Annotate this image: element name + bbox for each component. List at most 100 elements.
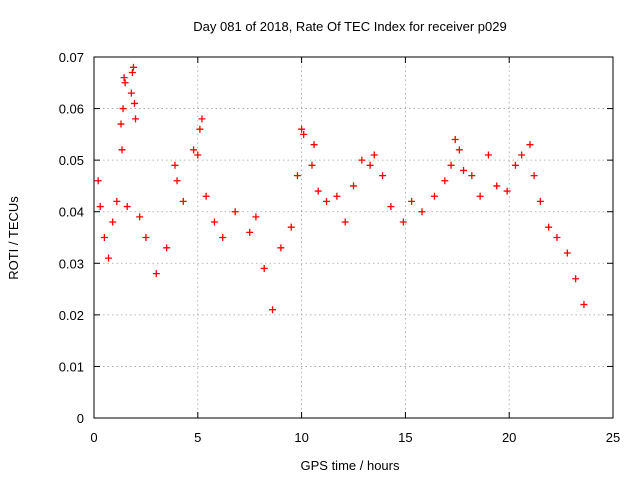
data-point	[120, 74, 128, 82]
data-point	[179, 197, 187, 205]
data-point	[105, 254, 113, 262]
data-point	[530, 172, 538, 180]
y-tick-label: 0	[77, 411, 84, 426]
data-point	[323, 197, 331, 205]
data-point	[202, 192, 210, 200]
data-point	[387, 203, 395, 211]
data-point	[526, 141, 534, 149]
data-point	[518, 151, 526, 159]
data-point	[198, 115, 206, 123]
y-tick-label: 0.03	[59, 256, 84, 271]
data-point	[127, 89, 135, 97]
data-point	[358, 156, 366, 164]
y-tick-label: 0.01	[59, 359, 84, 374]
data-point	[194, 151, 202, 159]
data-point	[196, 125, 204, 133]
y-axis-label: ROTI / TECUs	[6, 196, 21, 280]
data-point	[511, 161, 519, 169]
data-point	[366, 161, 374, 169]
data-point	[152, 270, 160, 278]
chart-title: Day 081 of 2018, Rate Of TEC Index for r…	[193, 19, 506, 34]
data-point	[142, 234, 150, 241]
data-point	[476, 192, 484, 200]
data-point	[418, 208, 426, 216]
data-point	[293, 172, 301, 180]
data-point	[314, 187, 322, 195]
data-point	[117, 120, 125, 128]
data-point	[553, 234, 561, 241]
data-point	[399, 218, 407, 226]
data-points	[94, 63, 588, 314]
data-point	[210, 218, 218, 226]
data-point	[94, 177, 102, 185]
data-point	[118, 146, 126, 154]
data-point	[269, 306, 277, 314]
data-point	[96, 203, 104, 211]
x-tick-label: 15	[398, 430, 412, 445]
data-point	[128, 68, 136, 76]
data-point	[136, 213, 144, 221]
data-point	[163, 244, 171, 252]
data-point	[132, 115, 140, 123]
data-point	[572, 275, 580, 283]
grid-lines	[94, 57, 613, 418]
y-tick-label: 0.07	[59, 50, 84, 65]
data-point	[100, 234, 108, 241]
data-point	[113, 197, 121, 205]
data-point	[121, 79, 129, 87]
data-point	[129, 63, 137, 71]
data-point	[379, 172, 387, 180]
x-tick-label: 5	[194, 430, 201, 445]
data-point	[300, 130, 308, 138]
data-point	[298, 125, 306, 133]
data-point	[460, 166, 468, 174]
y-tick-label: 0.06	[59, 102, 84, 117]
data-point	[455, 146, 463, 154]
y-tick-label: 0.02	[59, 308, 84, 323]
data-point	[350, 182, 357, 190]
y-tick-label: 0.05	[59, 153, 84, 168]
data-point	[408, 197, 416, 205]
data-point	[580, 301, 588, 309]
y-tick-labels: 0 0.01 0.02 0.03 0.04 0.05 0.06 0.07	[59, 50, 84, 426]
data-point	[287, 223, 295, 231]
x-tick-label: 0	[90, 430, 97, 445]
data-point	[173, 177, 181, 185]
data-point	[130, 99, 138, 107]
data-point	[563, 249, 571, 257]
data-point	[119, 105, 127, 113]
data-point	[447, 161, 455, 169]
x-tick-label: 25	[606, 430, 620, 445]
data-point	[451, 136, 459, 144]
data-point	[545, 223, 553, 231]
data-point	[231, 208, 239, 216]
data-point	[341, 218, 349, 226]
data-point	[252, 213, 260, 221]
data-point	[536, 197, 544, 205]
data-point	[260, 264, 268, 272]
x-tick-label: 20	[502, 430, 516, 445]
data-point	[171, 161, 179, 169]
data-point	[333, 192, 341, 200]
data-point	[310, 141, 318, 149]
data-point	[484, 151, 492, 159]
x-tick-label: 10	[294, 430, 308, 445]
x-tick-labels: 0 5 10 15 20 25	[90, 430, 620, 445]
data-point	[277, 244, 285, 252]
data-point	[190, 146, 198, 154]
data-point	[219, 234, 227, 241]
data-point	[493, 182, 501, 190]
data-point	[503, 187, 511, 195]
y-tick-label: 0.04	[59, 205, 84, 220]
data-point	[430, 192, 438, 200]
data-point	[123, 203, 131, 211]
data-point	[468, 172, 476, 180]
data-point	[246, 228, 254, 236]
axis-ticks	[93, 56, 614, 419]
x-axis-label: GPS time / hours	[301, 458, 400, 473]
data-point	[370, 151, 378, 159]
data-point	[109, 218, 117, 226]
plot-frame	[93, 56, 614, 419]
data-point	[441, 177, 449, 185]
